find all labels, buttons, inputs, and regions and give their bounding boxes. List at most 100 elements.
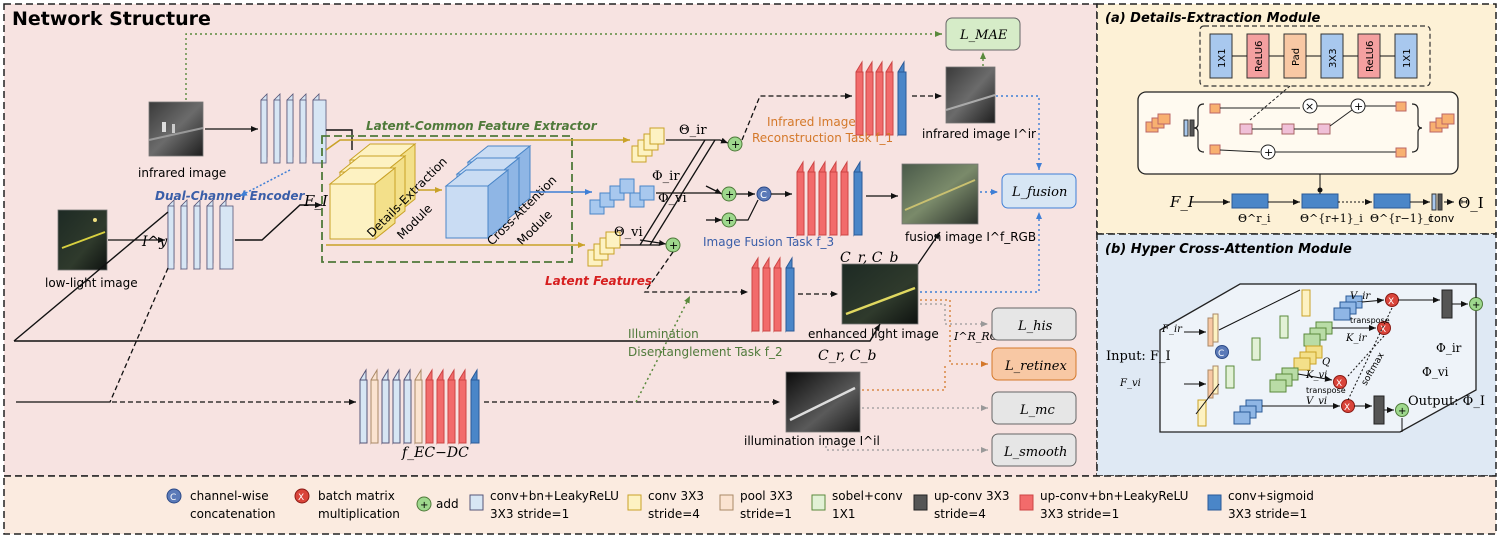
enhanced-output-image (841, 263, 919, 325)
loss-mae-box (945, 17, 1021, 51)
his-arrow (920, 303, 988, 327)
mae-arrow-ir (185, 31, 942, 100)
legend-text-9a: conv+sigmoid (1228, 489, 1314, 503)
crcb-top-label: C_r, C_b (840, 250, 898, 266)
vi-encoder-stack (167, 199, 234, 270)
panel-b-phi-vi: Φ_vi (1422, 365, 1449, 379)
loss-fusion-box (1001, 173, 1077, 209)
panel-a-bottom-chain (1190, 174, 1454, 211)
illum-task-arrow-in (643, 251, 748, 295)
ecdc-arrow-in (16, 267, 356, 405)
chain-label-5: 1X1 (1402, 48, 1413, 68)
fusion-task-label: Image Fusion Task f_3 (703, 235, 834, 249)
panel-a-output: Θ_I (1458, 194, 1484, 212)
svg-text:+: + (725, 188, 734, 201)
panel-b-inner: X X X X C + + (1184, 283, 1483, 432)
panel-a-chain-box (1199, 25, 1431, 87)
theta-ir-label: Θ_ir (679, 123, 707, 138)
to-add-mid (705, 185, 723, 195)
panel-b-title: (b) Hyper Cross-Attention Module (1105, 242, 1352, 257)
panel-b-fvi: F_vi (1119, 378, 1141, 389)
infrared-image-label: infrared image (138, 166, 226, 180)
ir-output-label: infrared image I^ir (922, 127, 1036, 141)
to-add-bottom (639, 239, 667, 246)
main-title: Network Structure (12, 8, 211, 30)
svg-text:X: X (1380, 325, 1386, 335)
legend-sym-0: C (170, 493, 176, 503)
svg-text:+: + (1264, 146, 1273, 159)
loss-his-box (991, 307, 1077, 341)
panel-b-q: Q (1322, 357, 1330, 368)
panel-b-transpose-2: transpose (1306, 386, 1346, 395)
legend-text-8b: 3X3 stride=1 (1040, 507, 1119, 521)
loss-smooth-box (991, 433, 1077, 467)
legend-text-6b: 1X1 (832, 507, 856, 521)
loss-retinex-label: L_retinex (1004, 359, 1067, 374)
panel-b-vir: V_ir (1350, 291, 1371, 302)
encoder-share-arrow (239, 169, 291, 197)
panel-a-theta-3: Θ^{r−1}_i (1370, 212, 1433, 225)
loss-mc-box (991, 391, 1077, 425)
ir-reconstruction-decoder (855, 60, 907, 137)
panel-a-fi: F_I (1169, 193, 1195, 211)
iy-label: I^y (141, 234, 168, 250)
gold-flow-top (325, 137, 630, 151)
infrared-input-image (148, 101, 204, 157)
ecdc-network (359, 368, 480, 445)
panel-a-theta-2: Θ^{r+1}_i (1300, 212, 1363, 225)
legend-sym-1: X (298, 493, 304, 503)
to-add-top (719, 137, 729, 144)
illum-output-label: illumination image I^il (744, 434, 880, 448)
svg-text:+: + (1354, 100, 1363, 113)
fusion-decoder (796, 160, 863, 237)
ir-output-image (945, 66, 996, 124)
crcb-diag (13, 211, 169, 342)
lowlight-image-label: low-light image (45, 276, 138, 290)
illum-output-image (785, 371, 861, 433)
legend-text-3a: conv+bn+LeakyReLU (490, 489, 619, 503)
theta-ir-stack (631, 127, 665, 163)
fusion-output-image (901, 163, 979, 225)
chain-label-1: ReLU6 (1254, 41, 1265, 72)
retinex-arrow-il (862, 364, 946, 391)
loss-mc-label: L_mc (1019, 403, 1055, 418)
panel-b-fir: F_ir (1161, 324, 1183, 335)
svg-text:+: + (1472, 300, 1480, 311)
latent-extractor-label: Latent-Common Feature Extractor (366, 119, 598, 133)
vi-encoder-out (235, 202, 322, 241)
chain-label-3: 3X3 (1328, 48, 1339, 68)
legend-text-0b: concatenation (190, 507, 276, 521)
concat-node: C (756, 186, 772, 202)
ir-task-arrow-in (741, 93, 852, 141)
panel-b-transpose-1: transpose (1350, 316, 1390, 325)
legend-text-7b: stride=4 (934, 507, 986, 521)
svg-text:X: X (1388, 297, 1394, 307)
crcb-bottom-label: C_r, C_b (818, 348, 876, 364)
ecdc-label: f_EC−DC (401, 445, 469, 461)
theta-vi-label: Θ_vi (614, 225, 643, 240)
chain-label-4: ReLU6 (1365, 41, 1376, 72)
legend-text-1b: multiplication (318, 507, 400, 521)
panel-b-kir: K_ir (1345, 333, 1368, 344)
loss-smooth-label: L_smooth (1003, 445, 1067, 460)
loss-his-label: L_his (1017, 319, 1053, 334)
cross-attention-cubes (444, 144, 532, 240)
legend-text-4b: stride=4 (648, 507, 700, 521)
dual-encoder-label: Dual-Channel Encoder (155, 189, 305, 203)
add-node-illum: + (665, 237, 681, 253)
svg-text:C: C (760, 190, 767, 201)
crcb-bypass-line (14, 323, 881, 342)
phi-vi-label: Φ_vi (658, 191, 687, 206)
retinex-arrow-en (920, 299, 988, 367)
add-node-fusion: + (721, 186, 737, 202)
panel-b-kvi: K_vi (1305, 370, 1327, 381)
phi-stack (589, 178, 655, 215)
enhanced-to-fusion (917, 231, 941, 265)
svg-text:+: + (731, 138, 740, 151)
svg-text:+: + (669, 239, 678, 252)
panel-a-chain (1209, 33, 1418, 79)
svg-text:X: X (1336, 379, 1342, 389)
panel-b-output: Output: Φ_I (1408, 394, 1485, 409)
chain-label-2: Pad (1291, 48, 1302, 66)
panel-b-vvi: V_vi (1306, 396, 1327, 407)
